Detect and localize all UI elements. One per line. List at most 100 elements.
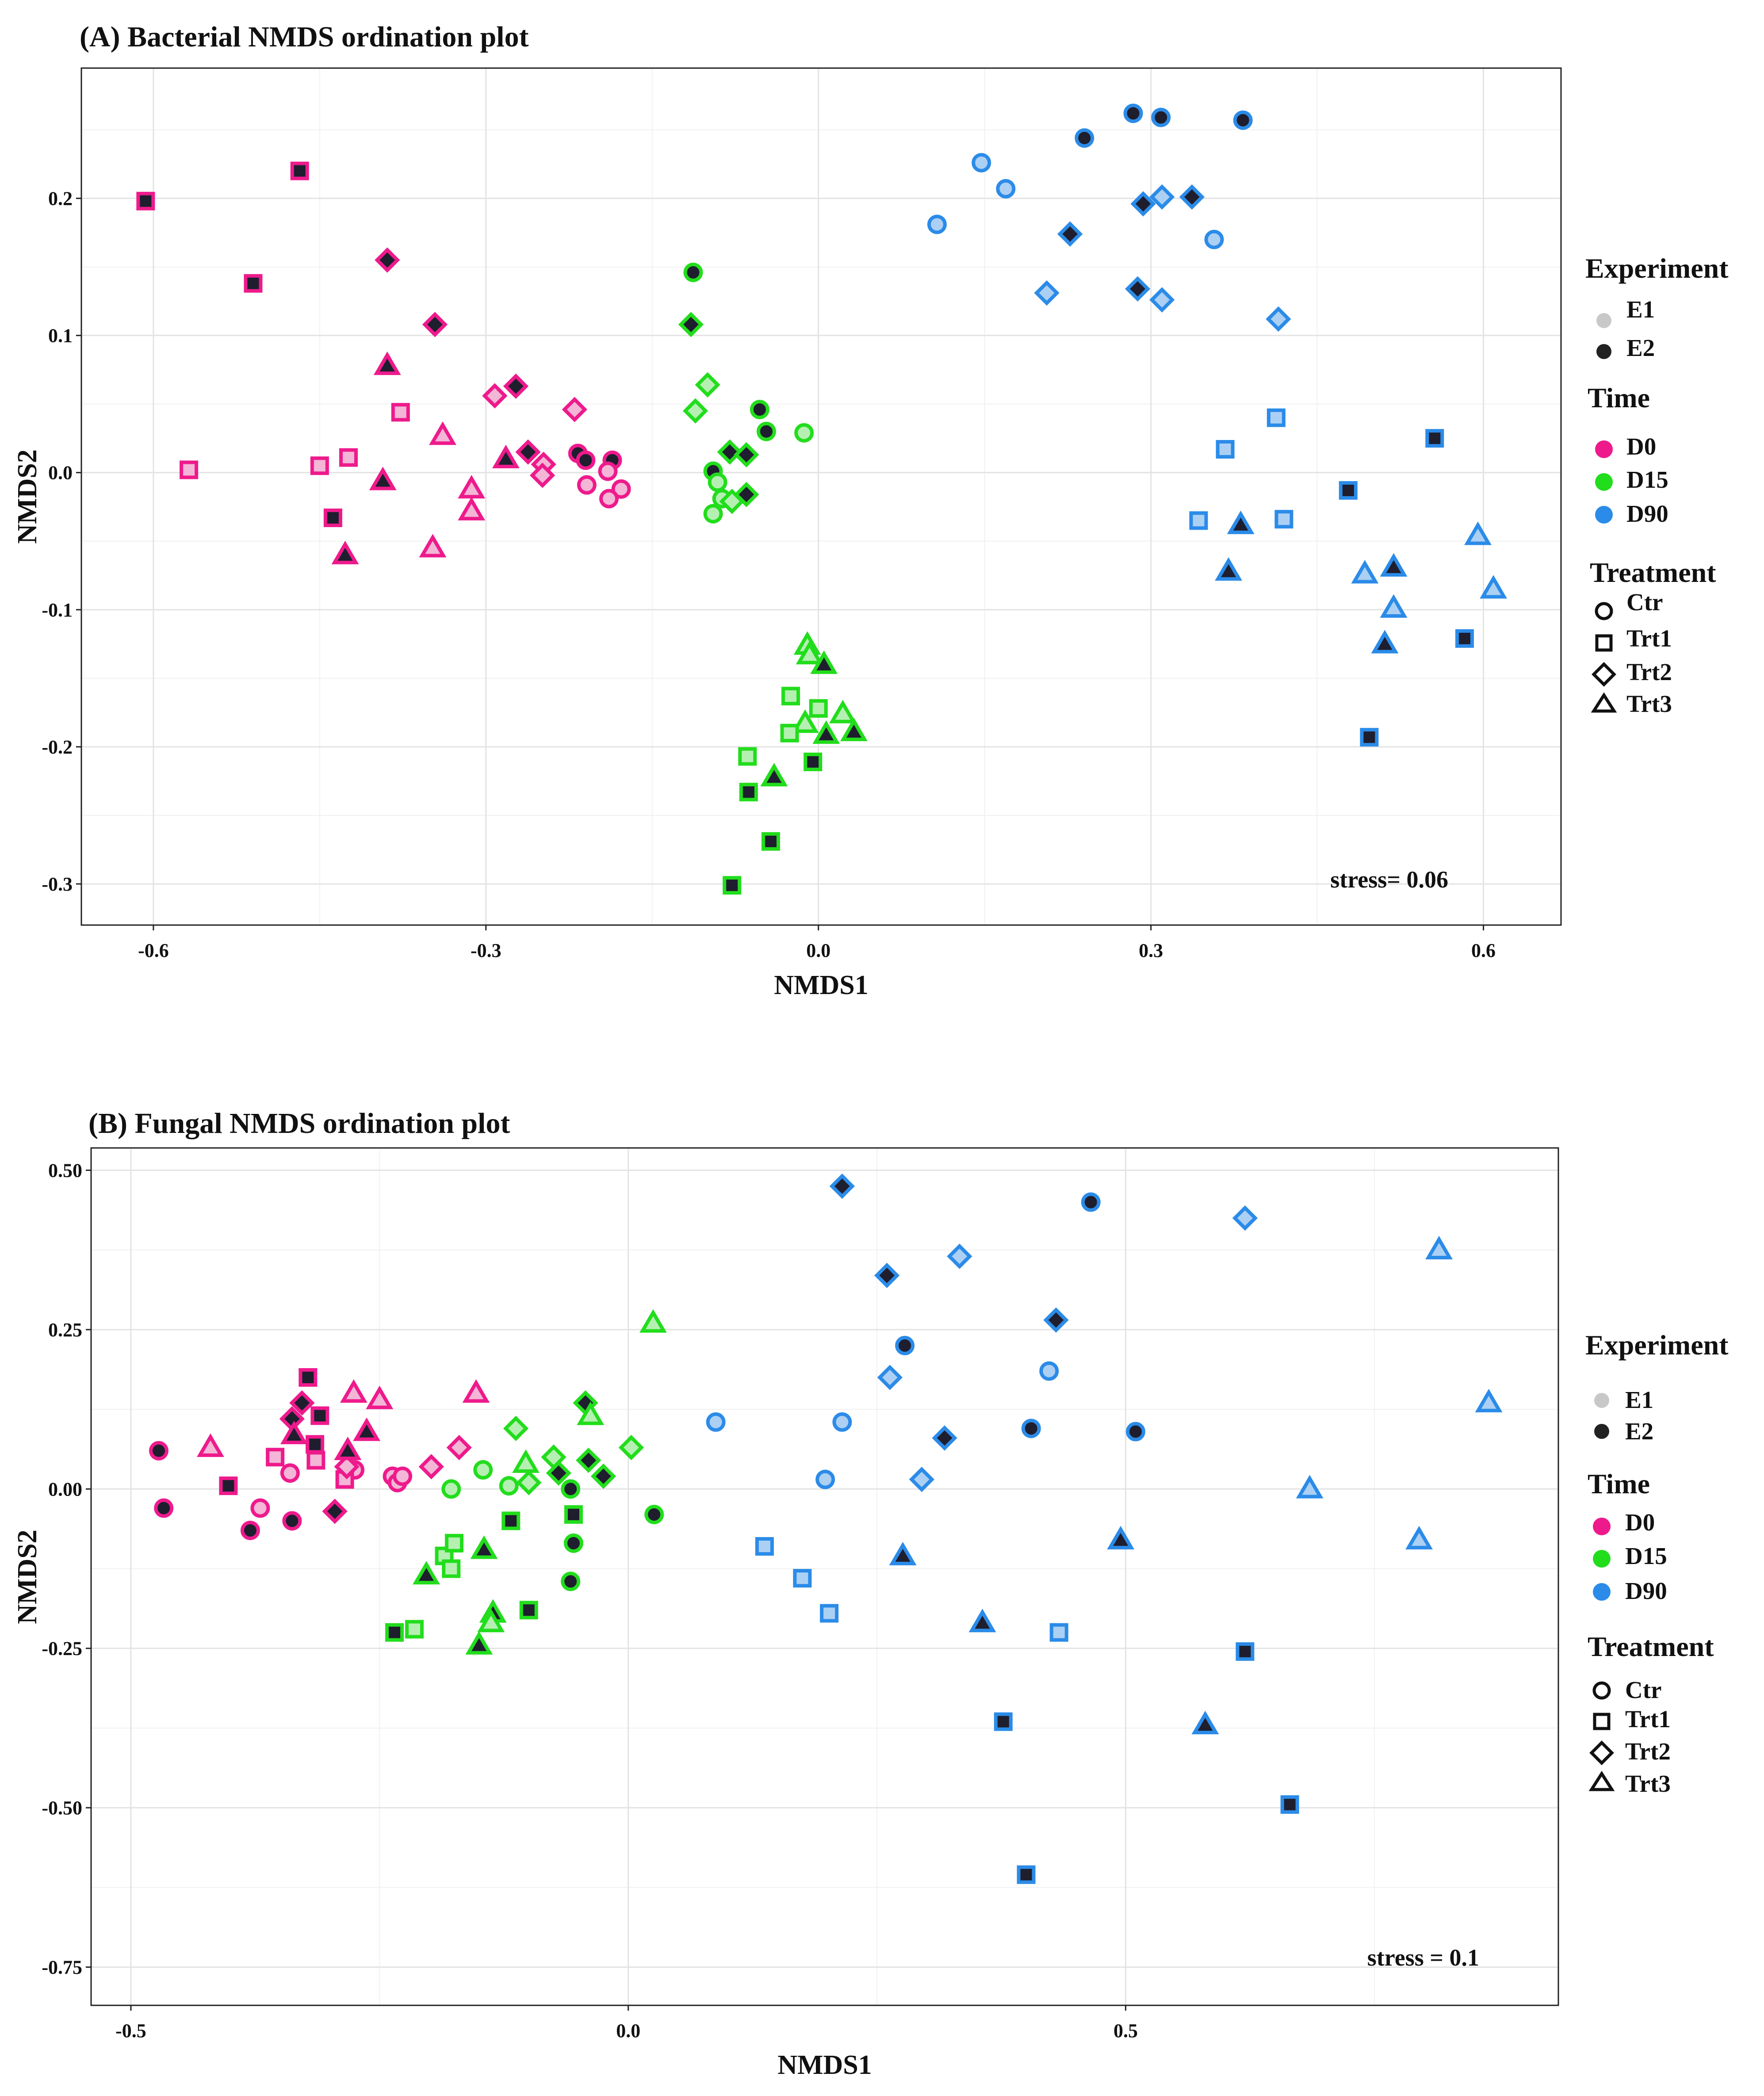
legend-time-title: Time xyxy=(1588,1468,1650,1499)
data-point-d0-ctr-e1 xyxy=(393,1466,413,1486)
legend-d0-key xyxy=(1593,1518,1611,1535)
legend-ctr-circle-icon xyxy=(1592,1681,1611,1700)
data-point-d0-ctr-e1 xyxy=(577,475,597,495)
panel-b-x-axis-label: NMDS1 xyxy=(777,2050,872,2080)
legend-d90-key xyxy=(1595,506,1613,524)
legend-d0-label: D0 xyxy=(1626,433,1656,460)
data-point-d0-trt2-e2 xyxy=(322,1499,348,1524)
data-point-d15-ctr-e2 xyxy=(561,1479,581,1499)
data-point-d0-trt1-e2 xyxy=(323,509,342,528)
legend-trt3-triangle-icon xyxy=(1588,1771,1615,1791)
panel-b-ticks: -0.5 0.0 0.5 -0.75 -0.50 -0.25 0.00 0.25 0.50 xyxy=(42,1159,1138,2042)
data-point-d90-trt1-e1 xyxy=(1189,511,1208,530)
data-point-d15-ctr-e2 xyxy=(756,421,776,441)
legend-trt2-label: Trt2 xyxy=(1626,658,1672,685)
x-tick-label: -0.6 xyxy=(138,940,169,961)
data-point-d15-ctr-e1 xyxy=(794,423,814,443)
data-point-d15-trt2-e1 xyxy=(719,489,745,514)
panel-a-bacterial: (A) Bacterial NMDS ordination plot -0.6-… xyxy=(12,21,1562,1000)
data-point-d15-ctr-e1 xyxy=(703,504,723,524)
legend-trt1-label: Trt1 xyxy=(1626,625,1672,652)
data-point-d0-trt3-e1 xyxy=(462,1379,490,1403)
data-point-d15-ctr-e2 xyxy=(561,1572,581,1591)
panel-a-ticks: -0.6 -0.3 0.0 0.3 0.6 -0.3 -0.2 -0.1 0.0 0.1 0.2 xyxy=(42,188,1496,961)
data-point-d0-trt3-e2 xyxy=(334,1436,362,1461)
data-point-d0-trt3-e2 xyxy=(331,540,359,565)
data-point-d15-trt2-e1 xyxy=(503,1415,529,1441)
data-point-d0-ctr-e2 xyxy=(240,1520,260,1540)
y-tick-label: 0.25 xyxy=(48,1319,82,1341)
data-point-d90-trt2-e1 xyxy=(1266,306,1291,332)
data-point-d90-trt2-e1 xyxy=(947,1243,972,1269)
data-point-d90-trt1-e2 xyxy=(1425,429,1444,448)
data-point-d90-ctr-e2 xyxy=(1233,110,1253,130)
data-point-d0-trt3-e2 xyxy=(353,1417,381,1441)
data-point-d0-trt1-e2 xyxy=(219,1476,238,1496)
data-point-d90-ctr-e1 xyxy=(996,179,1016,199)
data-point-d90-trt2-e2 xyxy=(932,1425,957,1451)
data-point-d0-trt2-e2 xyxy=(422,312,448,337)
data-point-d0-trt1-e2 xyxy=(290,161,309,180)
data-point-d0-ctr-e1 xyxy=(599,489,619,509)
data-point-d90-trt3-e2 xyxy=(889,1541,917,1565)
panel-a-stress-label: stress= 0.06 xyxy=(1330,866,1448,893)
data-point-d90-trt2-e1 xyxy=(1149,184,1175,210)
data-point-d15-trt3-e2 xyxy=(465,1631,493,1655)
data-point-d15-trt1-e1 xyxy=(781,687,800,706)
data-point-d90-trt1-e2 xyxy=(1455,629,1474,648)
legend-ctr-label: Ctr xyxy=(1625,1676,1661,1703)
data-point-d0-ctr-e2 xyxy=(149,1441,168,1461)
data-point-d15-trt3-e2 xyxy=(413,1561,440,1585)
data-point-d90-trt2-e1 xyxy=(877,1365,903,1390)
data-point-d15-trt1-e1 xyxy=(445,1534,464,1553)
data-point-d0-ctr-e1 xyxy=(280,1463,300,1483)
data-point-d90-trt2-e2 xyxy=(1130,191,1156,217)
data-point-d0-ctr-e2 xyxy=(282,1511,302,1531)
data-point-d0-trt3-e1 xyxy=(458,474,486,499)
data-point-d15-trt3-e1 xyxy=(512,1449,540,1473)
data-point-d90-trt2-e1 xyxy=(1232,1205,1258,1231)
panel-a-plot-frame xyxy=(80,67,1562,926)
data-point-d0-trt3-e1 xyxy=(458,497,486,520)
data-point-d90-trt2-e2 xyxy=(1043,1307,1069,1333)
data-point-d15-trt2-e1 xyxy=(682,398,708,424)
data-point-d90-ctr-e2 xyxy=(1123,103,1143,123)
panel-a-points xyxy=(136,103,1508,895)
data-point-d90-trt1-e2 xyxy=(1236,1642,1255,1661)
x-tick-label: 0.5 xyxy=(1114,2020,1138,2042)
data-point-d15-ctr-e2 xyxy=(644,1504,664,1524)
x-tick-label: 0.3 xyxy=(1139,940,1163,961)
legend-ctr-circle-icon xyxy=(1595,602,1613,620)
data-point-d90-ctr-e2 xyxy=(1075,128,1094,148)
data-point-d90-trt3-e2 xyxy=(1371,630,1399,654)
data-point-d15-trt1-e2 xyxy=(739,783,758,802)
panel-b-title: (B) Fungal NMDS ordination plot xyxy=(88,1107,510,1140)
data-point-d15-trt1-e2 xyxy=(761,832,780,851)
data-point-d90-trt2-e2 xyxy=(1179,184,1205,210)
data-point-d15-trt1-e1 xyxy=(738,747,757,766)
y-tick-label: -0.75 xyxy=(42,1957,82,1978)
data-point-d15-ctr-e2 xyxy=(750,400,769,420)
data-point-d90-trt3-e1 xyxy=(1464,521,1492,545)
data-point-d15-trt2-e1 xyxy=(516,1470,542,1496)
data-point-d0-trt1-e1 xyxy=(310,456,329,475)
data-point-d90-ctr-e2 xyxy=(1151,107,1171,127)
data-point-d90-trt3-e2 xyxy=(1227,510,1255,534)
data-point-d90-trt1-e1 xyxy=(1216,440,1235,459)
data-point-d0-ctr-e2 xyxy=(154,1498,174,1518)
data-point-d0-trt3-e1 xyxy=(366,1385,394,1409)
legend-d0-label: D0 xyxy=(1625,1509,1655,1536)
data-point-d90-trt2-e1 xyxy=(909,1466,934,1492)
data-point-d90-trt1-e2 xyxy=(994,1712,1013,1731)
data-point-d90-trt1-e1 xyxy=(1274,510,1293,529)
data-point-d90-ctr-e1 xyxy=(1204,229,1224,249)
data-point-d15-ctr-e2 xyxy=(683,263,703,283)
legend-trt3-label: Trt3 xyxy=(1625,1770,1671,1797)
data-point-d90-ctr-e2 xyxy=(1081,1192,1101,1212)
data-point-d15-trt3-e1 xyxy=(577,1401,605,1425)
data-point-d0-trt3-e1 xyxy=(196,1433,224,1457)
legend-d90-label: D90 xyxy=(1625,1577,1667,1604)
y-tick-label: -0.25 xyxy=(42,1638,82,1660)
legend-e1-key xyxy=(1596,313,1611,328)
data-point-d15-trt1-e2 xyxy=(564,1505,583,1524)
